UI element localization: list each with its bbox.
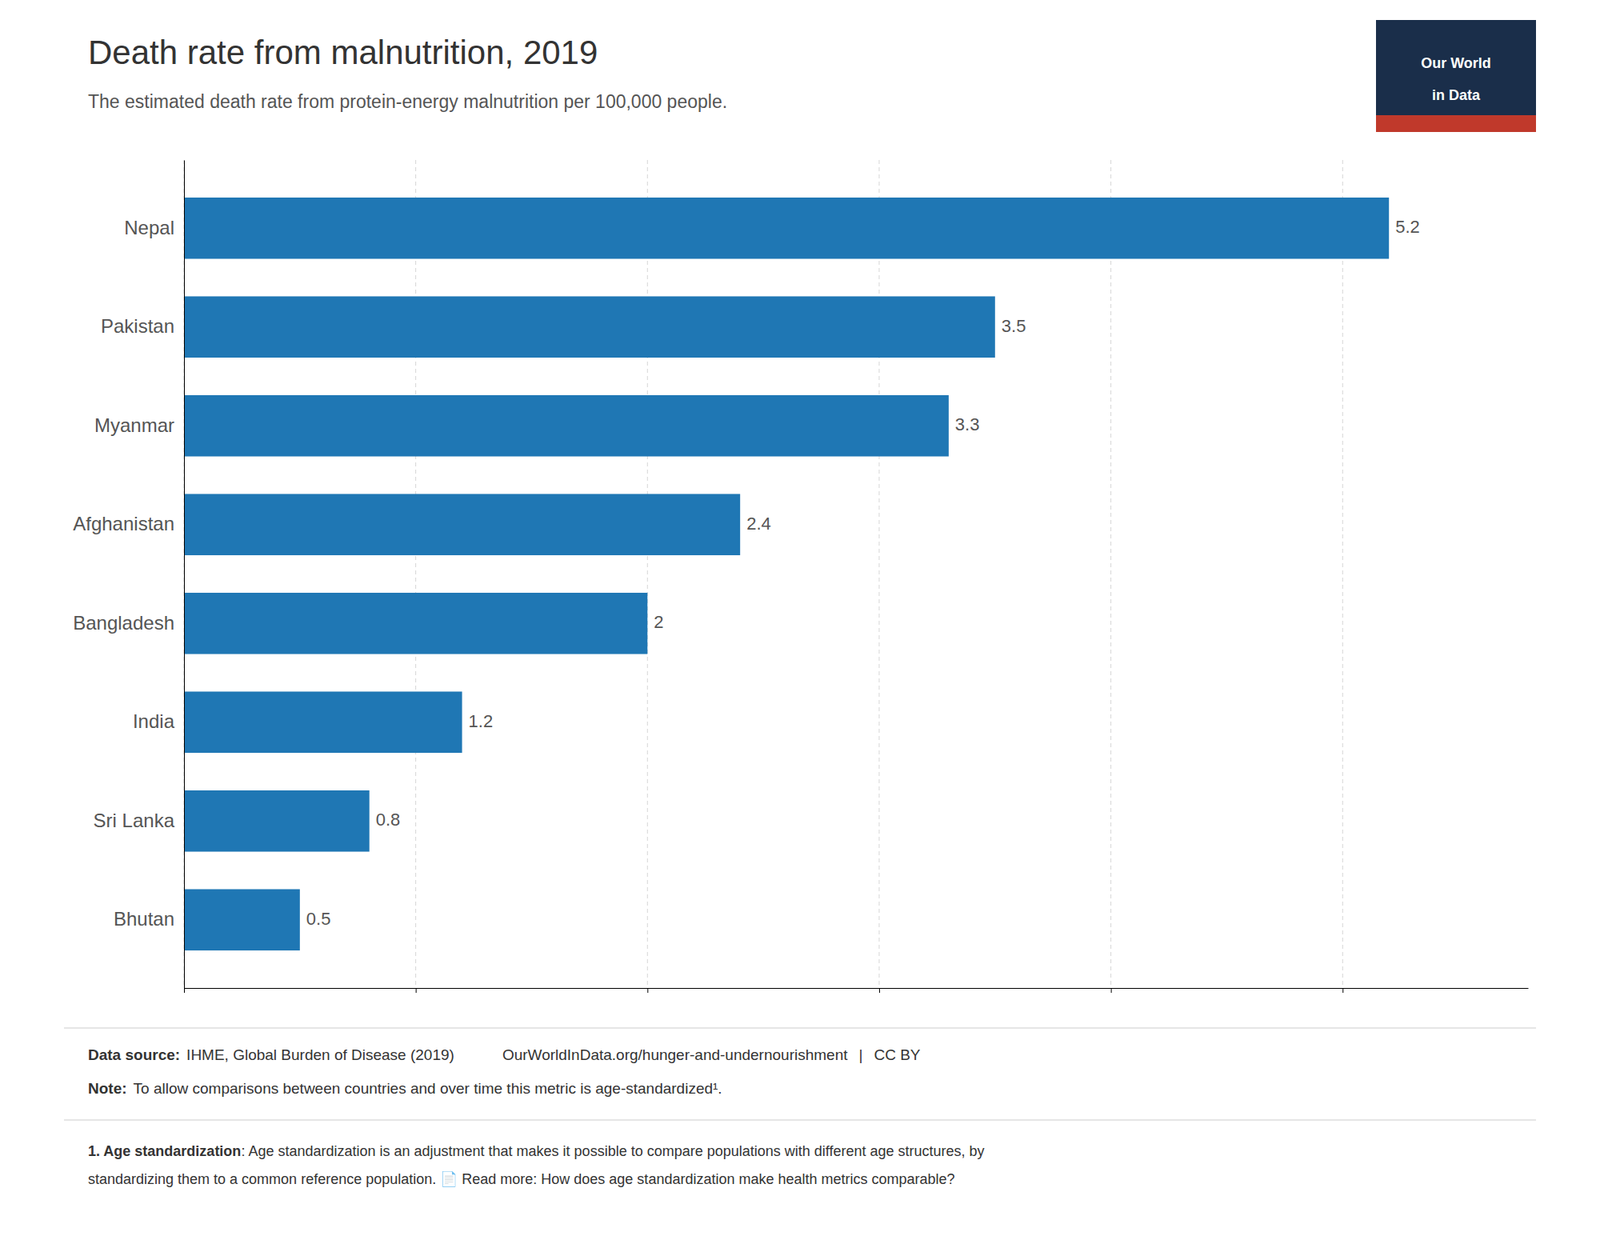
footer-text: OurWorldInData.org/hunger-and-undernouri… — [502, 1046, 848, 1064]
footer-line: standardizing them to a common reference… — [88, 1170, 956, 1188]
y-tick: Bhutan — [113, 908, 175, 930]
separator — [64, 1120, 1536, 1121]
footer-text: IHME, Global Burden of Disease (2019) — [186, 1046, 455, 1064]
footer-label: Data source: — [88, 1046, 180, 1064]
logo-stripe — [1376, 115, 1536, 132]
separator — [64, 1028, 1536, 1029]
y-tick-label: Sri Lanka — [93, 809, 176, 832]
footer-line: Note: To allow comparisons between countr… — [88, 1080, 723, 1097]
logo: Our World in Data — [1376, 20, 1536, 132]
x-axis-line — [184, 988, 1529, 989]
data-label: 0.5 — [306, 908, 332, 929]
x-tick-mark — [1342, 988, 1344, 993]
x-tick — [1111, 988, 1112, 993]
y-tick: Afghanistan — [72, 512, 175, 535]
x-axis — [184, 988, 1529, 993]
footer-text: CC BY — [873, 1046, 920, 1064]
x-tick-mark — [647, 988, 648, 993]
x-tick-mark — [184, 988, 185, 993]
bar — [184, 790, 370, 852]
data-label: 2.4 — [746, 513, 772, 534]
grid-line — [878, 160, 880, 988]
data-label: 5.2 — [1395, 216, 1420, 237]
data-label: 3.5 — [1001, 316, 1027, 336]
bar — [184, 197, 1389, 260]
y-tick: Bangladesh — [72, 612, 175, 634]
y-tick-label: Myanmar — [94, 414, 175, 436]
footer-text: | — [859, 1046, 864, 1064]
data-label: 0.8 — [376, 809, 401, 830]
y-tick-label: Pakistan — [100, 315, 175, 337]
x-tick-mark — [1111, 988, 1112, 993]
footer-line: 1. Age standardization: Age standardizat… — [88, 1143, 985, 1160]
footer-line: Data source: IHME, Global Burden of Disea… — [88, 1046, 921, 1064]
grid-line — [647, 160, 648, 988]
x-tick — [879, 988, 880, 993]
x-tick — [1342, 988, 1344, 993]
y-tick: India — [132, 710, 176, 732]
footer-label: 1. Age standardization — [88, 1143, 241, 1160]
data-label: 1.2 — [468, 711, 494, 732]
y-tick-label: Afghanistan — [72, 512, 175, 535]
logo-background — [1376, 20, 1536, 132]
footer-label: Note: — [88, 1080, 128, 1097]
data-label: 2 — [653, 612, 664, 632]
grid-line — [184, 160, 185, 988]
y-tick-label: India — [132, 710, 176, 732]
grid-line — [1110, 160, 1112, 988]
grid-line — [1342, 160, 1344, 988]
y-tick-label: Bhutan — [113, 908, 175, 930]
y-axis-line — [184, 160, 185, 989]
y-tick-label: Nepal — [124, 216, 175, 239]
grid-line — [415, 160, 416, 988]
bars — [184, 197, 1389, 951]
y-tick-label: Bangladesh — [72, 612, 175, 634]
y-tick: Myanmar — [94, 414, 175, 436]
title: Death rate from malnutrition, 2019 — [88, 33, 598, 72]
data-labels: 0.5 0.8 1.2 2 2.4 3.3 3.5 5.2 — [306, 216, 1420, 929]
x-tick — [184, 988, 185, 993]
y-tick: Nepal — [124, 216, 175, 239]
y-tick: Pakistan — [100, 315, 175, 337]
data-label: 3.3 — [955, 414, 980, 435]
bar — [184, 691, 463, 753]
footer-text: standardizing them to a common reference… — [88, 1170, 956, 1188]
x-tick-mark — [416, 988, 417, 993]
logo-text: in Data — [1432, 87, 1481, 104]
plot: 0.5 0.8 1.2 2 2.4 3.3 3.5 5.2 Bhutan Sri Lanka Ind… — [72, 160, 1528, 993]
y-axis: Bhutan Sri Lanka India Bangladesh Afghanista… — [72, 160, 184, 989]
x-tick-mark — [879, 988, 880, 993]
x-tick — [647, 988, 648, 993]
bar — [184, 395, 949, 457]
bar — [184, 592, 648, 655]
bar — [184, 296, 996, 358]
logo-text: Our World — [1420, 55, 1492, 72]
chart: Death rate from malnutrition, 2019 The es… — [0, 0, 1600, 1244]
grid — [184, 160, 1343, 988]
bar — [184, 888, 300, 951]
subtitle: The estimated death rate from protein-en… — [88, 91, 728, 112]
x-tick — [416, 988, 417, 993]
footer-text: : Age standardization is an adjustment t… — [240, 1143, 984, 1160]
bar — [184, 493, 740, 556]
footer-text: To allow comparisons between countries a… — [133, 1080, 723, 1097]
y-tick: Sri Lanka — [93, 809, 176, 832]
